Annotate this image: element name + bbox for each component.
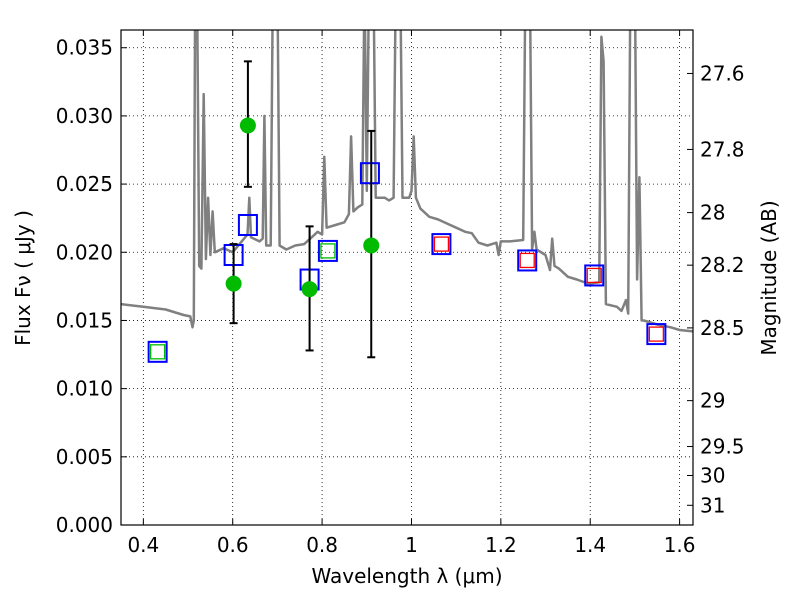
model-inner-square <box>519 252 535 269</box>
observed-data-point <box>225 275 242 292</box>
right-tick-label: 29.5 <box>700 435 745 459</box>
y-axis-label: Flux Fν ( μJy ) <box>11 210 35 346</box>
model-spectrum-line <box>121 30 693 333</box>
y-tick-label: 0.020 <box>56 240 113 264</box>
model-photometry-square <box>431 233 452 256</box>
x-tick-label: 1.6 <box>664 533 696 557</box>
y-tick-label: 0.035 <box>56 36 113 60</box>
right-tick-label: 28.2 <box>700 253 745 277</box>
observed-data-point <box>239 117 256 134</box>
y-tick-label: 0.010 <box>56 377 113 401</box>
observed-data-point <box>301 281 318 298</box>
model-inner-square <box>149 344 166 360</box>
y-axis-right-label: Magnitude (AB) <box>757 200 781 355</box>
x-tick-label: 0.8 <box>306 533 338 557</box>
x-tick-label: 0.4 <box>127 533 159 557</box>
y-tick-label: 0.025 <box>56 172 113 196</box>
grid <box>121 30 693 526</box>
model-inner-square <box>586 267 602 284</box>
x-tick-label: 1 <box>405 533 418 557</box>
y-tick-label: 0.000 <box>56 513 113 537</box>
model-photometry-square <box>237 214 258 236</box>
model-photometry-square <box>359 162 380 185</box>
model-photometry-square <box>517 249 538 272</box>
ticks: 0.4 0.6 0.8 1 1.2 1.4 1.6 0.000 0.005 0.010 0.015 0… <box>56 30 745 557</box>
y-tick-label: 0.005 <box>56 445 113 469</box>
x-axis-label: Wavelength λ (μm) <box>311 564 502 588</box>
x-tick-label: 1.4 <box>574 533 606 557</box>
plot-frame <box>120 29 694 526</box>
model-inner-square <box>433 236 450 252</box>
x-tick-label: 0.6 <box>217 533 249 557</box>
right-tick-label: 30 <box>700 463 725 487</box>
right-tick-label: 31 <box>700 493 725 517</box>
right-tick-label: 27.6 <box>700 61 745 85</box>
y-tick-label: 0.030 <box>56 104 113 128</box>
x-tick-label: 1.2 <box>485 533 517 557</box>
right-tick-label: 27.8 <box>700 137 745 161</box>
model-photometry-square <box>584 264 605 287</box>
right-tick-label: 28.5 <box>700 316 745 340</box>
right-tick-label: 28 <box>700 201 725 225</box>
model-inner-square <box>648 326 665 342</box>
observed-data-point <box>363 237 380 254</box>
right-tick-label: 29 <box>700 389 725 413</box>
model-photometry-square <box>317 239 338 262</box>
model-photometry-square <box>147 340 168 363</box>
plot-area <box>121 30 693 363</box>
model-inner-square <box>320 243 336 259</box>
y-tick-label: 0.015 <box>56 308 113 332</box>
model-photometry-square <box>646 323 667 346</box>
